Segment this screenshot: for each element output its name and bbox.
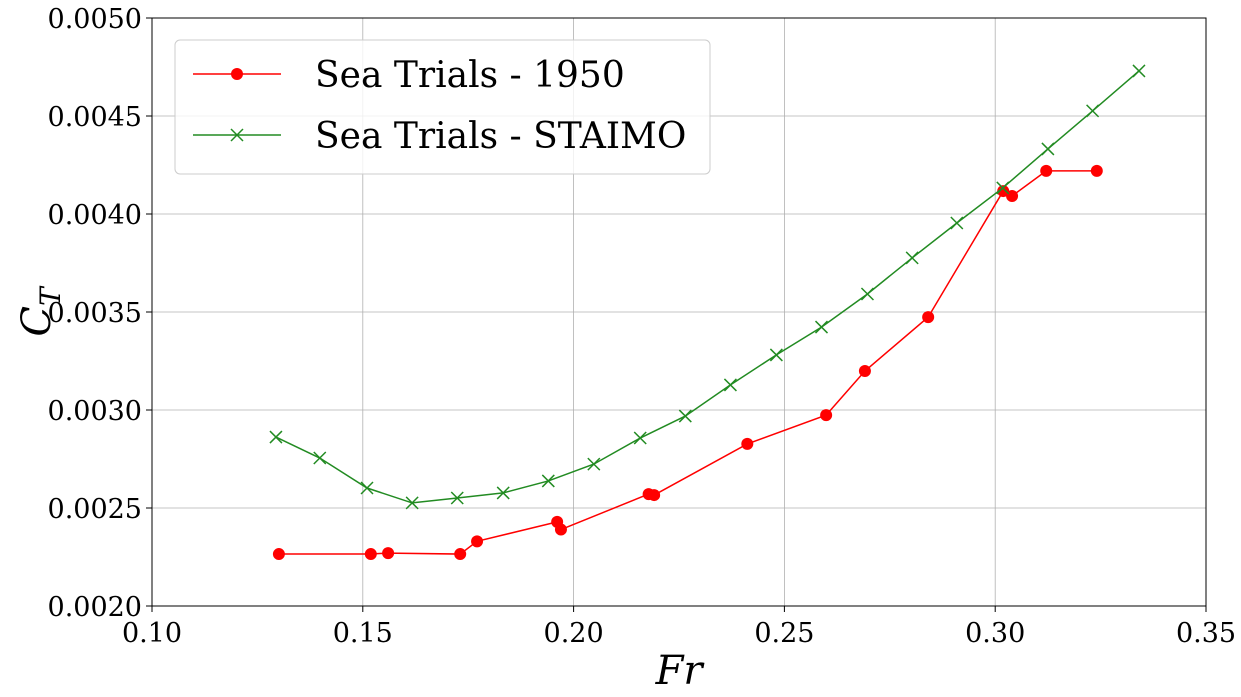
x-tick-label: 0.25 [754, 618, 814, 649]
y-tick-label: 0.0050 [48, 4, 142, 35]
data-point [860, 287, 874, 301]
data-point [905, 251, 919, 265]
data-point [471, 535, 484, 548]
data-point [364, 548, 377, 561]
series-layer [269, 64, 1146, 561]
legend-label-staimo: Sea Trials - STAIMO [315, 116, 686, 157]
data-point [360, 481, 374, 495]
x-tick-label: 0.15 [333, 618, 393, 649]
y-tick-label: 0.0045 [48, 102, 142, 133]
data-point [1006, 189, 1019, 202]
data-point [1041, 142, 1055, 156]
data-point [858, 364, 871, 377]
data-point [648, 489, 661, 502]
data-point [313, 451, 327, 465]
y-tick-label: 0.0025 [48, 494, 142, 525]
legend: Sea Trials - 1950 Sea Trials - STAIMO [174, 39, 711, 175]
legend-box [174, 39, 711, 175]
data-point [587, 457, 601, 471]
data-point [405, 496, 419, 510]
data-point [633, 431, 647, 445]
ticks: 0.10 0.15 0.20 0.25 0.30 0.35 0.0020 0.0025 0.00… [48, 4, 1237, 649]
x-tick-label: 0.20 [544, 618, 604, 649]
legend-marker-staimo [230, 128, 244, 142]
data-point [1040, 164, 1053, 177]
data-point [272, 548, 285, 561]
legend-marker-1950 [231, 68, 243, 80]
data-point [820, 409, 833, 422]
data-point [678, 409, 692, 423]
data-point [996, 181, 1010, 195]
data-point [541, 474, 555, 488]
x-tick-label: 0.30 [965, 618, 1025, 649]
data-point [269, 430, 283, 444]
data-point [814, 320, 829, 334]
data-point [554, 523, 567, 536]
legend-label-1950: Sea Trials - 1950 [315, 55, 625, 96]
x-tick-label: 0.10 [122, 618, 182, 649]
y-tick-label: 0.0030 [48, 396, 142, 427]
data-point [496, 486, 510, 500]
data-point [950, 216, 964, 230]
data-point [454, 548, 467, 561]
data-point [1090, 164, 1103, 177]
data-point [1132, 64, 1146, 78]
x-axis-label: Fr [655, 648, 706, 694]
data-point [922, 311, 935, 324]
series-line-1 [275, 70, 1140, 504]
y-tick-label: 0.0035 [48, 298, 142, 329]
y-tick-label: 0.0020 [48, 592, 142, 623]
y-axis-label: CT [14, 285, 67, 337]
data-point [769, 348, 783, 362]
data-point [450, 491, 464, 505]
data-point [382, 547, 395, 560]
data-point [741, 437, 754, 450]
x-tick-label: 0.35 [1176, 618, 1236, 649]
y-tick-label: 0.0040 [48, 200, 142, 231]
data-point [1086, 104, 1100, 118]
data-point [997, 185, 1010, 198]
series-line-0 [278, 170, 1097, 555]
data-point [723, 378, 737, 392]
